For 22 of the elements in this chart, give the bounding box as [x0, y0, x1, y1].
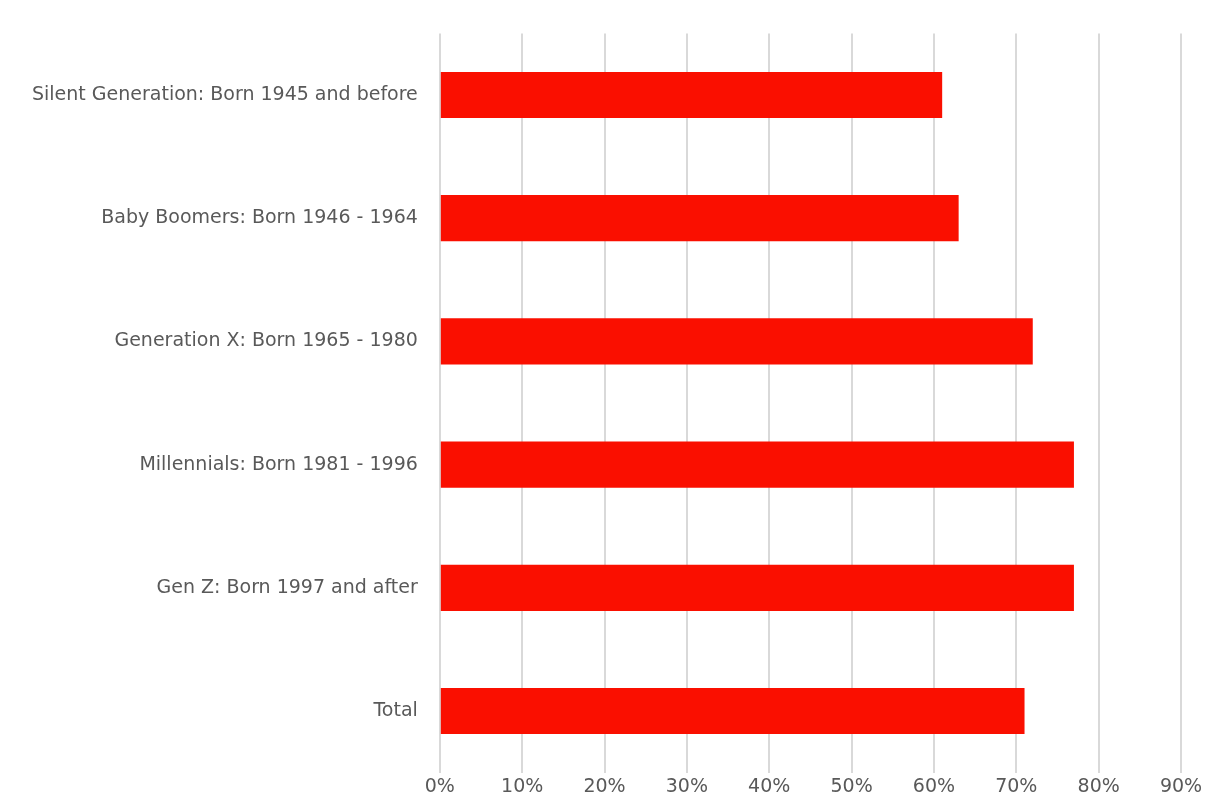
bar	[440, 441, 1074, 488]
x-tick-label: 10%	[501, 773, 544, 796]
bar	[440, 564, 1074, 611]
x-tick-label: 20%	[583, 773, 626, 796]
y-tick-label: Total	[372, 697, 418, 720]
y-tick-label: Generation X: Born 1965 - 1980	[114, 328, 418, 351]
bar	[440, 195, 959, 242]
y-tick-label: Millennials: Born 1981 - 1996	[139, 451, 418, 474]
y-tick-label: Gen Z: Born 1997 and after	[156, 574, 418, 597]
x-tick-label: 30%	[665, 773, 708, 796]
x-tick-label: 80%	[1077, 773, 1120, 796]
x-tick-label: 90%	[1159, 773, 1203, 796]
bar	[440, 687, 1025, 735]
x-tick-label: 50%	[830, 773, 873, 796]
y-tick-label: Baby Boomers: Born 1946 - 1964	[101, 205, 418, 228]
x-tick-label: 40%	[748, 773, 791, 796]
x-tick-label: 70%	[995, 773, 1038, 796]
bar	[440, 318, 1033, 365]
bar	[440, 71, 943, 119]
x-tick-label: 60%	[912, 773, 956, 796]
x-tick-label: 0%	[424, 773, 455, 796]
y-tick-label: Silent Generation: Born 1945 and before	[31, 81, 418, 104]
